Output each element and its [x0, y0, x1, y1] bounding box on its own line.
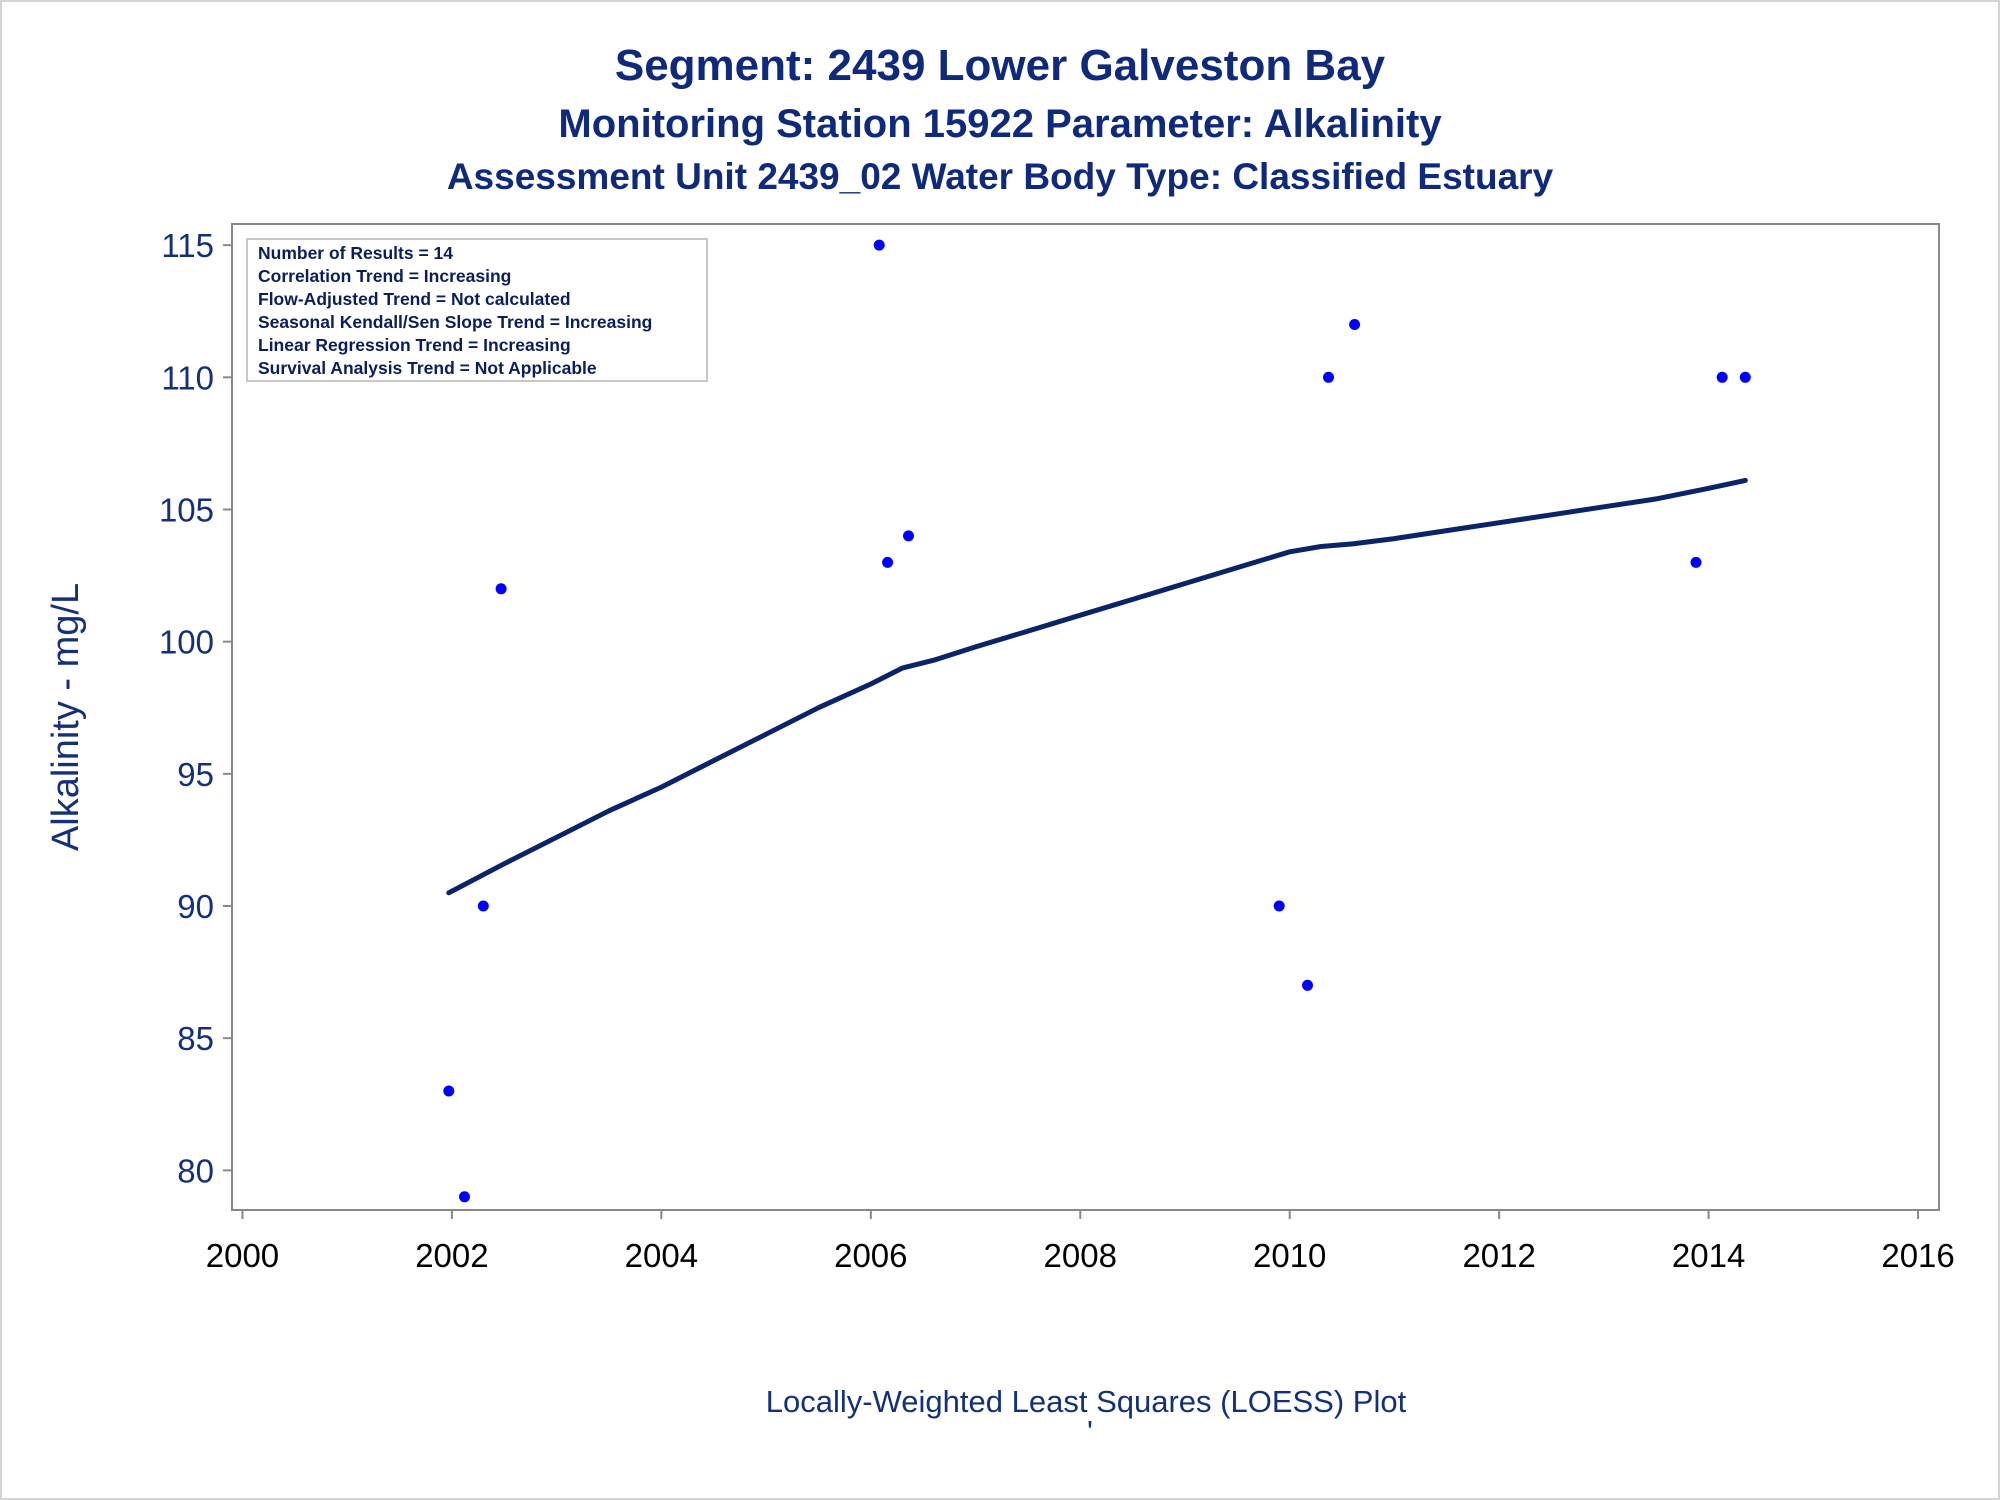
stats-box: Number of Results = 14 Correlation Trend…	[246, 238, 708, 382]
y-tick-label: 105	[159, 491, 214, 528]
y-axis-label: Alkalinity - mg/L	[45, 583, 87, 851]
x-tick-label: 2000	[206, 1237, 279, 1274]
stats-box-border	[246, 238, 708, 382]
data-point	[1739, 371, 1751, 383]
x-tick-label: 2012	[1462, 1237, 1535, 1274]
x-tick-label: 2008	[1044, 1237, 1117, 1274]
stats-line-flow-adjusted: Flow-Adjusted Trend = Not calculated	[258, 289, 571, 309]
footnote-mark: '	[1087, 1414, 1093, 1449]
chart-title: Segment: 2439 Lower Galveston Bay	[615, 41, 1386, 90]
chart-footnote: Locally-Weighted Least Squares (LOESS) P…	[766, 1384, 1407, 1419]
plot-area	[231, 223, 1940, 1211]
y-tick-label: 90	[177, 888, 214, 925]
x-tick-label: 2010	[1253, 1237, 1326, 1274]
stats-line-correlation: Correlation Trend = Increasing	[258, 266, 511, 286]
data-point	[1690, 556, 1702, 568]
y-tick-label: 115	[161, 227, 214, 264]
y-tick-label: 100	[159, 624, 214, 661]
y-tick-label: 95	[177, 756, 214, 793]
x-tick-label: 2006	[834, 1237, 907, 1274]
stats-line-results: Number of Results = 14	[258, 243, 453, 263]
data-point	[1349, 319, 1361, 330]
data-point	[459, 1191, 470, 1203]
data-point	[1302, 979, 1313, 991]
x-axis: 2000 2002 2004 2006 2008 2010 2012 2014 2016	[206, 1210, 1955, 1274]
data-point	[495, 583, 507, 595]
y-tick-label: 85	[177, 1020, 214, 1057]
data-point	[477, 900, 489, 912]
loess-layer	[446, 477, 1748, 896]
data-point	[882, 556, 894, 568]
data-point	[443, 1085, 455, 1097]
y-tick-label: 80	[177, 1152, 214, 1189]
loess-line	[446, 477, 1748, 896]
points-layer	[443, 239, 1751, 1203]
data-point	[1716, 371, 1728, 383]
y-tick-label: 110	[161, 359, 214, 396]
data-point	[1323, 371, 1334, 383]
y-axis: 80 85 90 95 100 105 110 115	[159, 227, 232, 1189]
x-tick-label: 2016	[1881, 1237, 1954, 1274]
chart-subtitle-2: Assessment Unit 2439_02 Water Body Type:…	[447, 156, 1554, 197]
stats-line-seasonal-kendall: Seasonal Kendall/Sen Slope Trend = Incre…	[258, 312, 652, 332]
stats-line-survival-analysis: Survival Analysis Trend = Not Applicable	[258, 358, 597, 378]
data-point	[1273, 900, 1285, 912]
data-point	[873, 239, 885, 251]
chart-subtitle: Monitoring Station 15922 Parameter: Alka…	[558, 102, 1442, 146]
x-tick-label: 2014	[1672, 1237, 1745, 1274]
x-tick-label: 2004	[625, 1237, 698, 1274]
data-point	[903, 530, 914, 542]
stats-line-linear-regression: Linear Regression Trend = Increasing	[258, 335, 571, 355]
x-tick-label: 2002	[415, 1237, 488, 1274]
